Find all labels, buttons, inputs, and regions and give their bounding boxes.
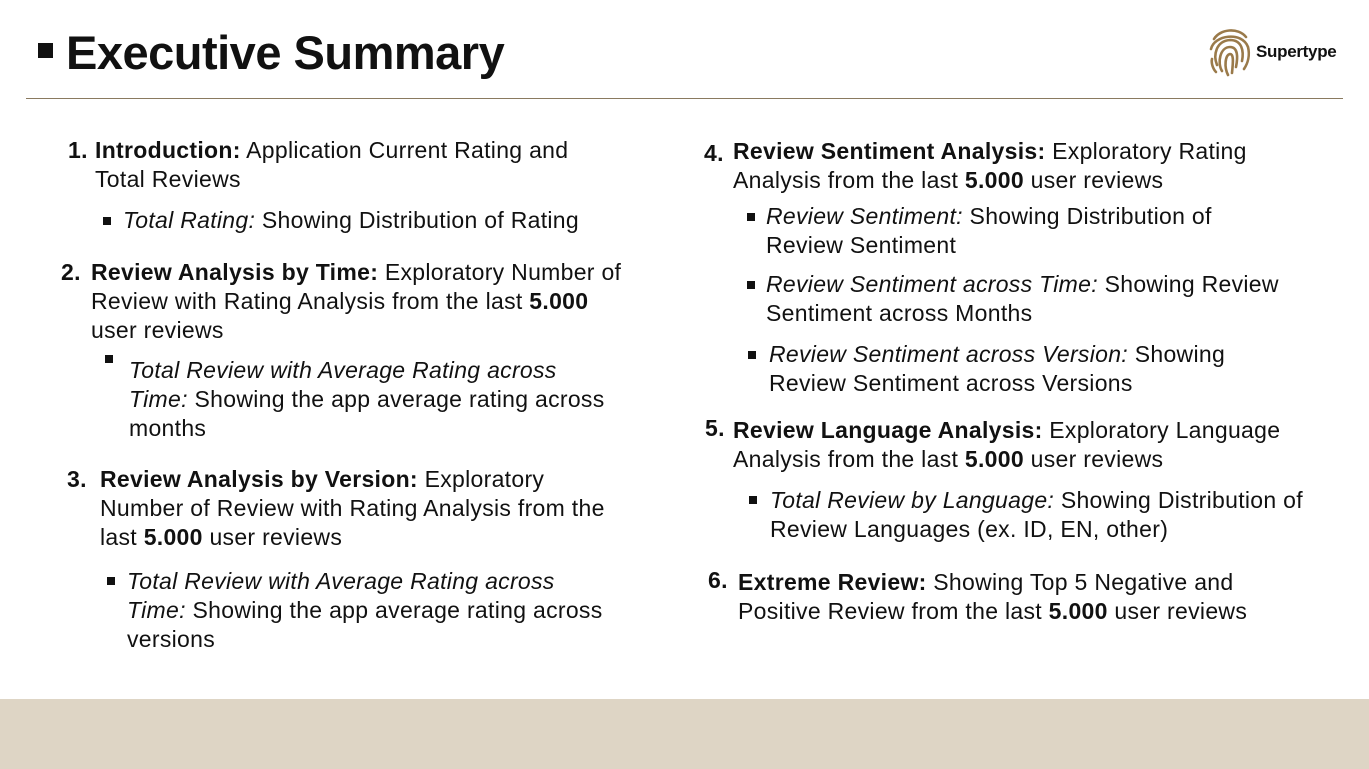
item-number: 6. xyxy=(708,567,728,593)
logo-text: Supertype xyxy=(1256,42,1337,61)
bullet-square xyxy=(747,213,755,221)
sub-item-text: Showing Distribution of Review Languages… xyxy=(770,487,1303,542)
item-heading: Review Analysis by Version: xyxy=(100,466,418,492)
fingerprint-icon xyxy=(1209,29,1251,77)
header-divider xyxy=(26,98,1343,99)
sub-item: Review Sentiment across Version: Showing… xyxy=(769,340,1289,398)
item-text: Exploratory Number of Review with Rating… xyxy=(91,259,622,314)
review-count: 5.000 xyxy=(529,288,589,314)
item-tail: user reviews xyxy=(1107,598,1248,624)
item-number: 5. xyxy=(705,415,725,441)
sub-item-text: Showing the app average rating across mo… xyxy=(129,386,605,441)
sub-item-label: Total Review with Average Rating across … xyxy=(129,357,557,412)
sub-item-label: Review Sentiment: xyxy=(766,203,963,229)
sub-item: Total Review with Average Rating across … xyxy=(127,567,607,654)
item-number: 4. xyxy=(704,140,724,166)
sub-item-text: Showing the app average rating across ve… xyxy=(127,597,603,652)
bullet-square xyxy=(748,351,756,359)
sub-item-text: Showing Distribution of Rating xyxy=(255,207,579,233)
item-tail: user reviews xyxy=(91,317,224,343)
item-number: 3. xyxy=(67,466,87,492)
item-number: 2. xyxy=(61,259,81,285)
item-heading: Extreme Review: xyxy=(738,569,927,595)
review-count: 5.000 xyxy=(964,167,1024,193)
sub-item-text: Showing Distribution of Review Sentiment xyxy=(766,203,1212,258)
bullet-square xyxy=(749,496,757,504)
item-heading: Review Analysis by Time: xyxy=(91,259,379,285)
footer-band xyxy=(0,699,1369,769)
item-text: Exploratory Language Analysis from the l… xyxy=(733,417,1281,472)
review-count: 5.000 xyxy=(1048,598,1108,624)
sub-item: Total Review by Language: Showing Distri… xyxy=(770,486,1330,544)
review-count: 5.000 xyxy=(964,446,1024,472)
sub-item-label: Total Rating: xyxy=(123,207,256,233)
sub-item: Review Sentiment across Time: Showing Re… xyxy=(766,270,1286,328)
bullet-square xyxy=(103,217,111,225)
sub-item: Total Review with Average Rating across … xyxy=(129,356,609,443)
sub-item-label: Review Sentiment across Time: xyxy=(766,271,1098,297)
bullet-square xyxy=(747,281,755,289)
item-heading: Review Language Analysis: xyxy=(733,417,1043,443)
sub-item-label: Total Review with Average Rating across … xyxy=(127,568,555,623)
item-text: Exploratory Number of Review with Rating… xyxy=(100,466,605,550)
item-heading: Introduction: xyxy=(95,137,241,163)
bullet-square xyxy=(105,355,113,363)
supertype-logo: Supertype xyxy=(1208,25,1337,79)
bullet-square xyxy=(107,577,115,585)
sub-item-label: Total Review by Language: xyxy=(770,487,1055,513)
sub-item: Total Rating: Showing Distribution of Ra… xyxy=(123,206,623,235)
review-count: 5.000 xyxy=(143,524,203,550)
item-text: Exploratory Rating Analysis from the las… xyxy=(733,138,1247,193)
item-text: Application Current Rating and Total Rev… xyxy=(95,137,569,192)
item-tail: user reviews xyxy=(1023,167,1164,193)
item-tail: user reviews xyxy=(202,524,343,550)
page-title: Executive Summary xyxy=(66,26,505,79)
item-tail: user reviews xyxy=(1023,446,1164,472)
item-text: Showing Top 5 Negative and Positive Revi… xyxy=(738,569,1234,624)
item-heading: Review Sentiment Analysis: xyxy=(733,138,1046,164)
title-bullet xyxy=(38,43,53,58)
sub-item: Review Sentiment: Showing Distribution o… xyxy=(766,202,1286,260)
sub-item-text: Showing Review Sentiment across Months xyxy=(766,271,1279,326)
sub-item-label: Review Sentiment across Version: xyxy=(769,341,1129,367)
item-number: 1. xyxy=(68,137,88,163)
sub-item-text: Showing Review Sentiment across Versions xyxy=(769,341,1226,396)
